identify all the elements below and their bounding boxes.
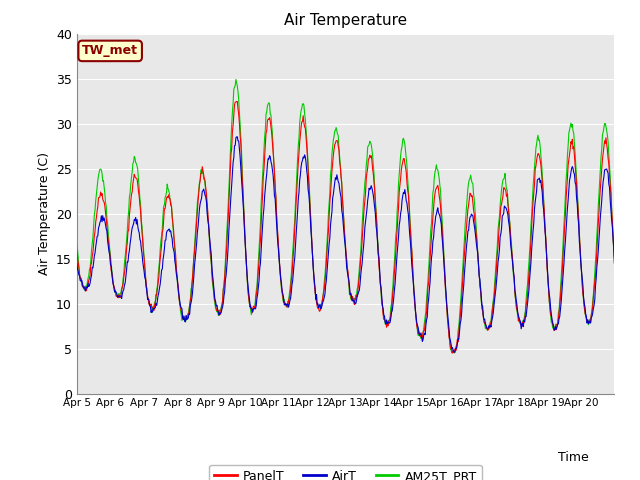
Y-axis label: Air Temperature (C): Air Temperature (C): [38, 152, 51, 275]
Legend: PanelT, AirT, AM25T_PRT: PanelT, AirT, AM25T_PRT: [209, 465, 482, 480]
Text: Time: Time: [558, 451, 589, 464]
Text: TW_met: TW_met: [82, 44, 138, 58]
Title: Air Temperature: Air Temperature: [284, 13, 407, 28]
